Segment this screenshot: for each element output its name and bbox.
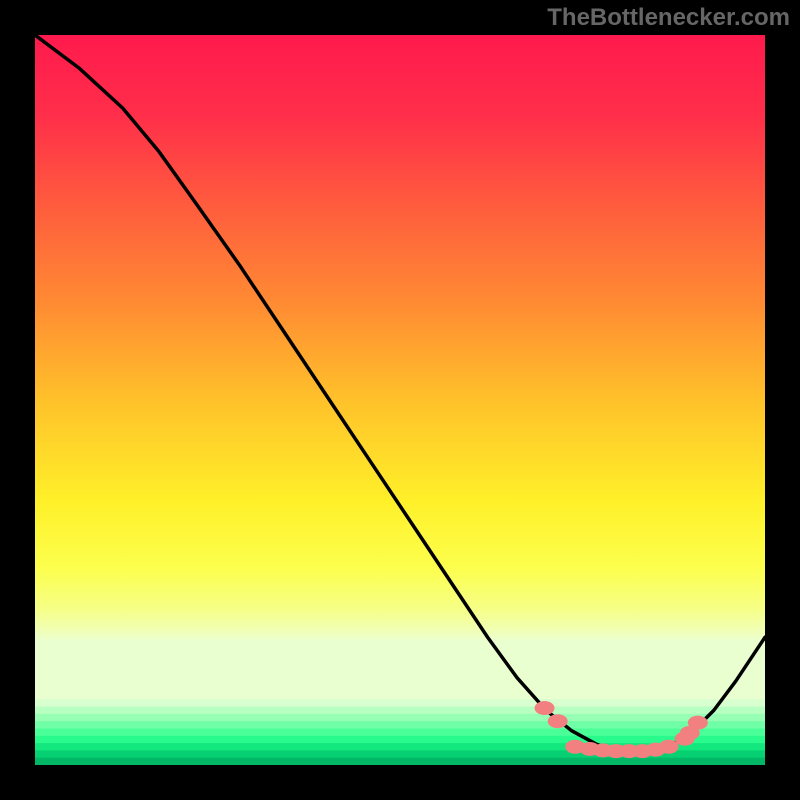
gradient-band-stripe bbox=[35, 714, 765, 722]
gradient-band-stripe bbox=[35, 699, 765, 707]
gradient-band-stripe bbox=[35, 729, 765, 737]
plot-area bbox=[35, 35, 765, 765]
gradient-band-stripe bbox=[35, 758, 765, 765]
curve-marker bbox=[688, 716, 708, 730]
curve-marker bbox=[548, 714, 568, 728]
chart-svg bbox=[35, 35, 765, 765]
watermark-label: TheBottlenecker.com bbox=[547, 4, 790, 32]
curve-marker bbox=[659, 740, 679, 754]
gradient-band-stripe bbox=[35, 721, 765, 729]
gradient-band-stripe bbox=[35, 707, 765, 715]
curve-marker bbox=[535, 701, 555, 715]
chart-root: TheBottlenecker.com bbox=[0, 0, 800, 800]
